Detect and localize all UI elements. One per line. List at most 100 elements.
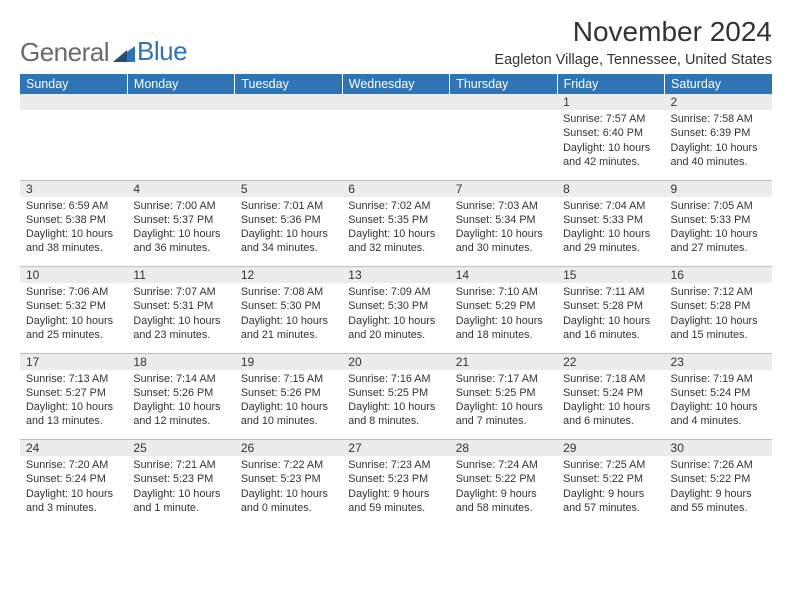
day-header: Friday [557, 74, 664, 94]
daylight-line-2: and 8 minutes. [348, 414, 443, 428]
daylight-line: Daylight: 10 hours [348, 314, 443, 328]
sunset-line: Sunset: 5:24 PM [671, 386, 766, 400]
daylight-line-2: and 21 minutes. [241, 328, 336, 342]
day-number: 21 [450, 353, 557, 370]
day-body: Sunrise: 7:25 AMSunset: 5:22 PMDaylight:… [557, 456, 664, 526]
sunrise-line: Sunrise: 7:08 AM [241, 285, 336, 299]
day-body: Sunrise: 6:59 AMSunset: 5:38 PMDaylight:… [20, 197, 127, 267]
daylight-line: Daylight: 10 hours [26, 487, 121, 501]
daylight-line-2: and 42 minutes. [563, 155, 658, 169]
day-number: 8 [557, 180, 664, 197]
day-body: Sunrise: 7:11 AMSunset: 5:28 PMDaylight:… [557, 283, 664, 353]
day-body: Sunrise: 7:13 AMSunset: 5:27 PMDaylight:… [20, 370, 127, 440]
daylight-line-2: and 55 minutes. [671, 501, 766, 515]
brand-icon [113, 44, 135, 62]
day-header: Monday [127, 74, 234, 94]
day-body: Sunrise: 7:03 AMSunset: 5:34 PMDaylight:… [450, 197, 557, 267]
day-body: Sunrise: 7:12 AMSunset: 5:28 PMDaylight:… [665, 283, 772, 353]
sunset-line: Sunset: 5:22 PM [563, 472, 658, 486]
day-number: 28 [450, 440, 557, 457]
sunrise-line: Sunrise: 7:19 AM [671, 372, 766, 386]
sunrise-line: Sunrise: 7:02 AM [348, 199, 443, 213]
day-header: Sunday [20, 74, 127, 94]
calendar-body: 12Sunrise: 7:57 AMSunset: 6:40 PMDayligh… [20, 94, 772, 526]
day-number: 18 [127, 353, 234, 370]
sunset-line: Sunset: 5:31 PM [133, 299, 228, 313]
day-body: Sunrise: 7:17 AMSunset: 5:25 PMDaylight:… [450, 370, 557, 440]
sunset-line: Sunset: 5:25 PM [456, 386, 551, 400]
daylight-line-2: and 32 minutes. [348, 241, 443, 255]
daylight-line: Daylight: 10 hours [241, 400, 336, 414]
day-body: Sunrise: 7:05 AMSunset: 5:33 PMDaylight:… [665, 197, 772, 267]
sunrise-line: Sunrise: 7:15 AM [241, 372, 336, 386]
daylight-line: Daylight: 10 hours [671, 141, 766, 155]
sunrise-line: Sunrise: 7:13 AM [26, 372, 121, 386]
day-body: Sunrise: 7:07 AMSunset: 5:31 PMDaylight:… [127, 283, 234, 353]
empty-cell [450, 94, 557, 110]
day-body: Sunrise: 7:10 AMSunset: 5:29 PMDaylight:… [450, 283, 557, 353]
brand-logo: General Blue [20, 37, 187, 68]
sunset-line: Sunset: 6:39 PM [671, 126, 766, 140]
day-body: Sunrise: 7:24 AMSunset: 5:22 PMDaylight:… [450, 456, 557, 526]
sunrise-line: Sunrise: 7:07 AM [133, 285, 228, 299]
daylight-line: Daylight: 9 hours [348, 487, 443, 501]
sunset-line: Sunset: 5:33 PM [563, 213, 658, 227]
sunrise-line: Sunrise: 7:21 AM [133, 458, 228, 472]
day-header: Wednesday [342, 74, 449, 94]
day-number: 4 [127, 180, 234, 197]
sunset-line: Sunset: 5:29 PM [456, 299, 551, 313]
day-header: Tuesday [235, 74, 342, 94]
empty-cell [450, 110, 557, 180]
empty-cell [235, 94, 342, 110]
daylight-line-2: and 12 minutes. [133, 414, 228, 428]
daylight-line: Daylight: 10 hours [671, 314, 766, 328]
empty-cell [342, 94, 449, 110]
sunrise-line: Sunrise: 7:09 AM [348, 285, 443, 299]
daylight-line: Daylight: 10 hours [348, 227, 443, 241]
day-number: 23 [665, 353, 772, 370]
daylight-line: Daylight: 10 hours [563, 141, 658, 155]
sunset-line: Sunset: 5:24 PM [26, 472, 121, 486]
daylight-line: Daylight: 10 hours [241, 314, 336, 328]
empty-cell [342, 110, 449, 180]
empty-cell [127, 110, 234, 180]
sunset-line: Sunset: 5:28 PM [563, 299, 658, 313]
day-body: Sunrise: 7:21 AMSunset: 5:23 PMDaylight:… [127, 456, 234, 526]
daylight-line-2: and 34 minutes. [241, 241, 336, 255]
daylight-line-2: and 29 minutes. [563, 241, 658, 255]
daylight-line-2: and 10 minutes. [241, 414, 336, 428]
daylight-line-2: and 59 minutes. [348, 501, 443, 515]
daylight-line: Daylight: 10 hours [671, 400, 766, 414]
sunset-line: Sunset: 5:38 PM [26, 213, 121, 227]
day-number: 20 [342, 353, 449, 370]
daylight-line: Daylight: 10 hours [563, 227, 658, 241]
sunrise-line: Sunrise: 6:59 AM [26, 199, 121, 213]
daylight-line: Daylight: 10 hours [26, 227, 121, 241]
day-number: 26 [235, 440, 342, 457]
day-number: 30 [665, 440, 772, 457]
header: General Blue November 2024 Eagleton Vill… [20, 16, 772, 68]
sunset-line: Sunset: 5:25 PM [348, 386, 443, 400]
daylight-line: Daylight: 9 hours [671, 487, 766, 501]
day-body: Sunrise: 7:22 AMSunset: 5:23 PMDaylight:… [235, 456, 342, 526]
sunrise-line: Sunrise: 7:22 AM [241, 458, 336, 472]
daylight-line-2: and 0 minutes. [241, 501, 336, 515]
daylight-line: Daylight: 10 hours [563, 400, 658, 414]
sunset-line: Sunset: 5:24 PM [563, 386, 658, 400]
daylight-line: Daylight: 10 hours [456, 400, 551, 414]
daylight-line: Daylight: 10 hours [348, 400, 443, 414]
day-number: 24 [20, 440, 127, 457]
day-body: Sunrise: 7:23 AMSunset: 5:23 PMDaylight:… [342, 456, 449, 526]
sunset-line: Sunset: 5:28 PM [671, 299, 766, 313]
day-number: 7 [450, 180, 557, 197]
sunrise-line: Sunrise: 7:12 AM [671, 285, 766, 299]
day-body: Sunrise: 7:15 AMSunset: 5:26 PMDaylight:… [235, 370, 342, 440]
daylight-line-2: and 16 minutes. [563, 328, 658, 342]
day-body: Sunrise: 7:19 AMSunset: 5:24 PMDaylight:… [665, 370, 772, 440]
calendar-table: SundayMondayTuesdayWednesdayThursdayFrid… [20, 74, 772, 526]
empty-cell [235, 110, 342, 180]
sunrise-line: Sunrise: 7:24 AM [456, 458, 551, 472]
sunset-line: Sunset: 5:26 PM [241, 386, 336, 400]
day-body: Sunrise: 7:20 AMSunset: 5:24 PMDaylight:… [20, 456, 127, 526]
sunrise-line: Sunrise: 7:16 AM [348, 372, 443, 386]
